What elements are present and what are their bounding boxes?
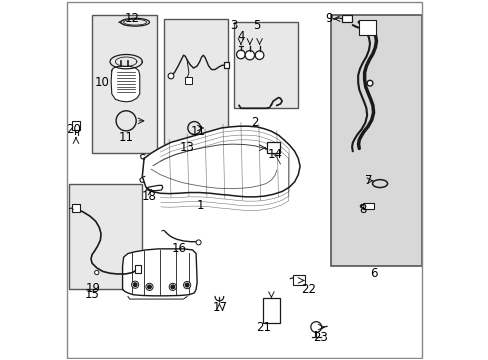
Text: 12: 12 (124, 12, 139, 25)
Text: 11: 11 (118, 131, 133, 144)
Polygon shape (111, 66, 140, 102)
Text: 13: 13 (179, 140, 194, 153)
Circle shape (169, 283, 176, 291)
Text: 20: 20 (66, 123, 81, 136)
Bar (341, 15, 351, 22)
Text: 15: 15 (85, 288, 100, 301)
Text: 5: 5 (253, 19, 260, 32)
Circle shape (366, 80, 372, 86)
Text: 2: 2 (250, 116, 258, 129)
Text: 1: 1 (197, 199, 204, 212)
Circle shape (236, 50, 244, 59)
Circle shape (183, 282, 190, 289)
Text: 19: 19 (86, 282, 101, 295)
Bar (135, 265, 140, 273)
Text: 16: 16 (171, 242, 186, 255)
Text: 6: 6 (370, 267, 377, 280)
Circle shape (171, 285, 174, 289)
Text: 4: 4 (237, 30, 244, 43)
Text: 18: 18 (141, 190, 156, 203)
Bar (293, 275, 305, 285)
Circle shape (133, 283, 137, 287)
Bar (266, 142, 280, 153)
Circle shape (131, 281, 139, 288)
Text: 17: 17 (212, 301, 227, 314)
Circle shape (310, 321, 321, 332)
Circle shape (196, 240, 201, 245)
Polygon shape (142, 126, 300, 197)
Text: 10: 10 (95, 76, 110, 89)
Bar (92, 15, 156, 153)
Bar (233, 22, 298, 108)
Bar (362, 203, 373, 209)
Bar (330, 15, 421, 266)
Text: 7: 7 (364, 174, 372, 186)
Bar (163, 19, 228, 144)
Circle shape (255, 51, 264, 59)
Text: 3: 3 (229, 19, 237, 32)
Text: 11: 11 (190, 125, 205, 138)
Text: 22: 22 (301, 283, 316, 296)
Bar (72, 204, 80, 212)
Circle shape (94, 270, 99, 275)
Circle shape (185, 283, 188, 287)
Circle shape (244, 50, 254, 60)
Circle shape (147, 285, 151, 289)
Bar (263, 298, 279, 323)
Text: 14: 14 (267, 148, 282, 161)
Text: 23: 23 (312, 330, 327, 343)
Circle shape (145, 283, 153, 291)
Bar (184, 77, 192, 84)
Bar (72, 121, 80, 130)
Text: 21: 21 (255, 321, 270, 334)
Polygon shape (122, 249, 197, 296)
Circle shape (360, 204, 363, 208)
Bar (359, 21, 376, 35)
Bar (223, 62, 229, 68)
Text: 9: 9 (325, 12, 332, 25)
Bar (69, 184, 142, 289)
Text: 8: 8 (359, 203, 366, 216)
Circle shape (168, 73, 174, 79)
